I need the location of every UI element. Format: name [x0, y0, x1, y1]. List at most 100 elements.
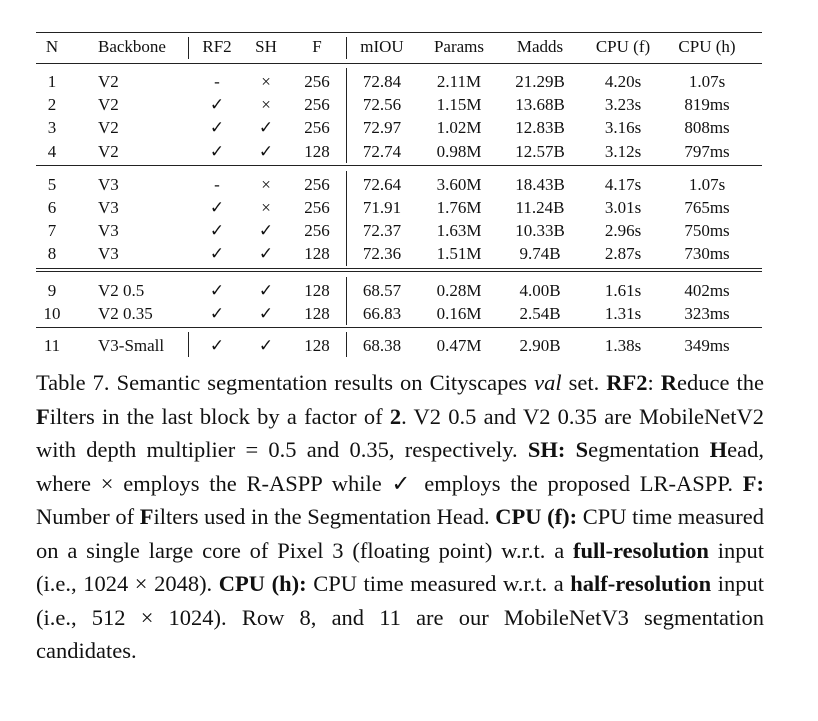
cell-sh: ✓	[258, 118, 274, 138]
cell-f: 128	[304, 303, 330, 323]
cell-params: 1.02M	[436, 118, 482, 138]
caption-text: . V2 0.5 and V2 0.35 are MobileNetV2 wit…	[36, 403, 764, 463]
cell-n: 4	[47, 141, 57, 161]
cell-params: Params	[433, 37, 485, 56]
cell-sh: ✓	[258, 141, 274, 161]
cell-params: 0.47M	[436, 336, 482, 355]
cell-params: 0.98M	[436, 141, 482, 161]
caption-text: CPU (f):	[495, 504, 578, 529]
cell-rf2: ✓	[209, 280, 225, 300]
cell-cpu-f: 3.16s	[604, 118, 642, 138]
cell-rf2: -	[214, 174, 220, 194]
cell-params: 0.28M	[436, 280, 482, 300]
cell-madds: 13.68B	[515, 95, 565, 115]
cell-cpu-h: 765ms	[684, 198, 730, 217]
cell-n: 6	[47, 198, 57, 217]
cell-madds: 11.24B	[515, 198, 565, 217]
cell-cpu-f: 4.20s	[604, 72, 642, 91]
caption-text: Table 7.	[36, 370, 110, 395]
cell-madds: 18.43B	[515, 174, 565, 194]
row-rule	[36, 267, 762, 269]
caption-text: F:	[742, 470, 764, 496]
cell-f: F	[312, 37, 322, 56]
column-divider	[346, 68, 347, 163]
cell-sh: ×	[261, 95, 271, 115]
cell-madds: 2.54B	[519, 303, 561, 323]
table-caption: Table 7. Semantic segmentation results o…	[36, 366, 764, 668]
table-row: 5 V3 - × 256 72.64 3.60M 18.43B 4.17s 1.07s	[36, 174, 762, 196]
cell-rf2: ✓	[209, 221, 225, 241]
cell-sh: ✓	[258, 303, 274, 323]
cell-cpu-h: 1.07s	[688, 72, 726, 91]
cell-cpu-h: 349ms	[684, 336, 730, 355]
cell-cpu-h: 750ms	[684, 221, 730, 241]
cell-f: 256	[304, 174, 330, 194]
cell-cpu-f: 3.01s	[604, 198, 642, 217]
cell-sh: ×	[261, 198, 271, 217]
column-divider	[188, 37, 189, 59]
cell-cpu-h: 808ms	[684, 118, 730, 138]
caption-text: input (i.e., 512 × 1024). Row 8, and 11 …	[36, 571, 764, 663]
cell-rf2: RF2	[202, 37, 232, 56]
cell-madds: 12.83B	[515, 118, 565, 138]
caption-text: ilters used in the Segmentation Head.	[153, 504, 496, 529]
table-row: 7 V3 ✓ ✓ 256 72.37 1.63M 10.33B 2.96s 750ms	[36, 220, 762, 242]
column-divider	[188, 332, 189, 358]
cell-sh: ✓	[258, 336, 274, 355]
cell-f: 128	[304, 336, 330, 355]
cell-f: 256	[304, 221, 330, 241]
cell-cpu-h: 402ms	[684, 280, 730, 300]
caption-text: SH: S	[527, 437, 589, 462]
caption-text: CPU time measured w.r.t. a	[306, 571, 571, 596]
cell-sh: ×	[261, 72, 271, 91]
cell-madds: 10.33B	[515, 221, 565, 241]
cell-n: 3	[47, 118, 57, 138]
cell-cpu-f: 4.17s	[604, 174, 642, 194]
cell-madds: 12.57B	[515, 141, 565, 161]
table-row: 4 V2 ✓ ✓ 128 72.74 0.98M 12.57B 3.12s 797ms	[36, 141, 762, 163]
cell-rf2: ✓	[209, 336, 225, 355]
cell-madds: 9.74B	[519, 244, 561, 264]
cell-rf2: ✓	[209, 244, 225, 264]
cell-madds: 2.90B	[519, 336, 561, 355]
cell-backbone: V3	[98, 198, 119, 217]
table-row: 11 V3-Small ✓ ✓ 128 68.38 0.47M 2.90B 1.38s 349ms	[36, 335, 762, 357]
cell-backbone: V3	[98, 221, 119, 241]
cell-miou: 71.91	[362, 198, 402, 217]
cell-n: N	[45, 37, 59, 56]
caption-text: val	[534, 370, 562, 395]
caption-text: :	[647, 370, 661, 395]
cell-miou: 72.56	[362, 95, 402, 115]
caption-text: R	[660, 370, 678, 395]
cell-params: 2.11M	[436, 72, 482, 91]
caption-text: CPU (h):	[218, 571, 307, 596]
cell-backbone: V2 0.5	[98, 280, 145, 300]
caption-text: 2	[389, 403, 402, 429]
cell-cpu-h: 1.07s	[688, 174, 726, 194]
cell-miou: 72.36	[362, 244, 402, 264]
cell-miou: 72.64	[362, 174, 402, 194]
cell-miou: 68.57	[362, 280, 402, 300]
cell-backbone: V2	[98, 72, 119, 91]
cell-rf2: ✓	[209, 198, 225, 217]
caption-text: egmentation	[588, 437, 710, 462]
caption-text: input (i.e., 1024 × 2048).	[36, 537, 764, 597]
top-rule	[36, 32, 762, 34]
column-divider	[346, 332, 347, 358]
cell-cpu-h: 323ms	[684, 303, 730, 323]
cell-cpu-f: 2.87s	[604, 244, 642, 264]
caption-text: Number of	[36, 504, 140, 529]
cell-rf2: -	[214, 72, 220, 91]
caption-text: Semantic segmentation results on Citysca…	[109, 370, 535, 395]
cell-cpu-h: 730ms	[684, 244, 730, 264]
cell-miou: 72.74	[362, 141, 402, 161]
cell-backbone: V3-Small	[98, 336, 165, 355]
cell-miou: 66.83	[362, 303, 402, 323]
cell-f: 128	[304, 141, 330, 161]
cell-cpu-f: 3.12s	[604, 141, 642, 161]
cell-backbone: V2	[98, 118, 119, 138]
cell-params: 1.76M	[436, 198, 482, 217]
cell-sh: ✓	[258, 244, 274, 264]
cell-rf2: ✓	[209, 95, 225, 115]
